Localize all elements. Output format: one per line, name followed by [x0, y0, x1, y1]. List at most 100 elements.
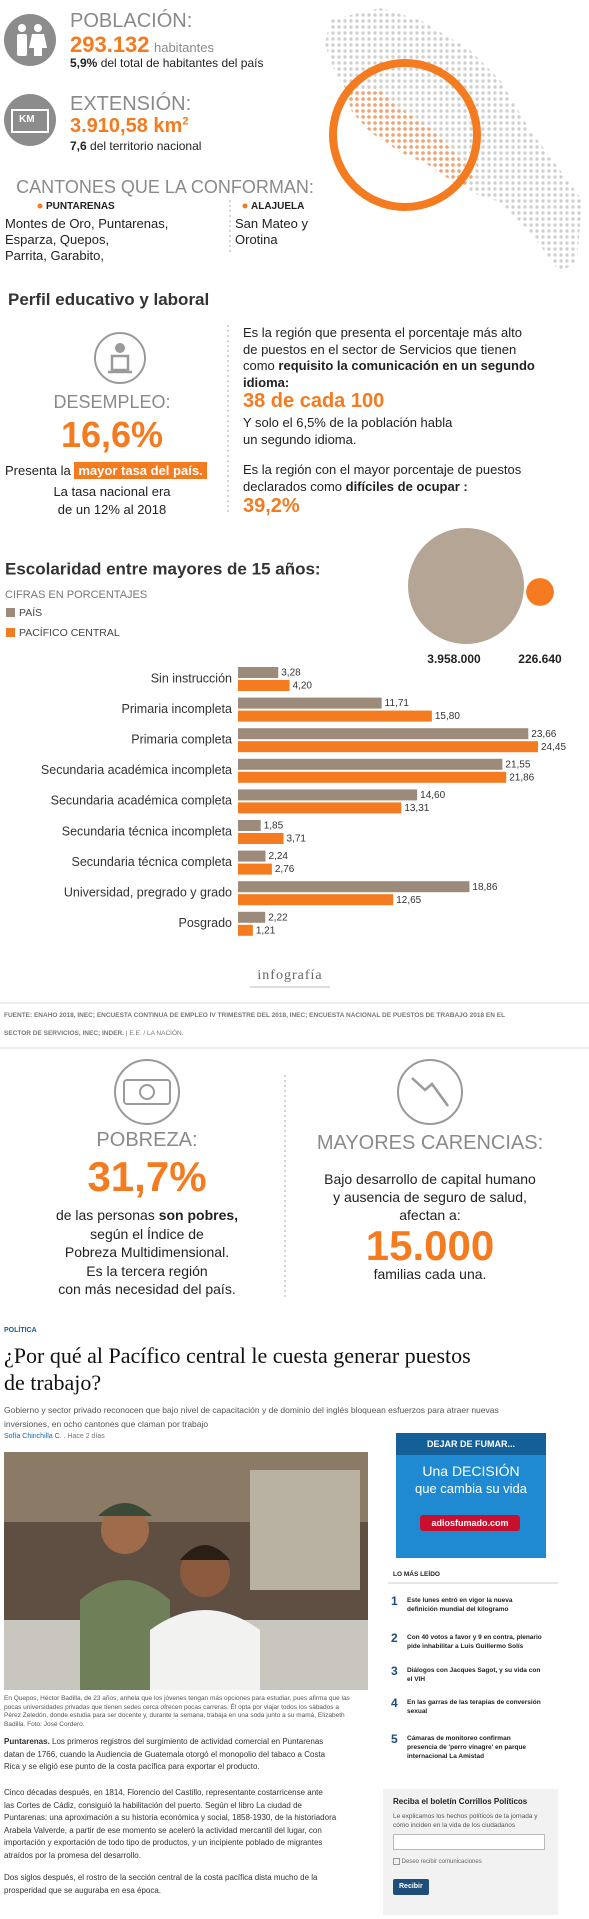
- headline-line[interactable]: definición mundial del kilogramo: [407, 1606, 509, 1613]
- value-label: 21,55: [505, 759, 530, 770]
- headline-line[interactable]: sexual: [407, 1708, 428, 1715]
- line: de las personas son pobres,: [56, 1206, 238, 1225]
- bubble: [526, 578, 554, 606]
- line: Montes de Oro, Puntarenas,: [5, 216, 169, 231]
- share: 5,9%: [70, 56, 98, 70]
- line: declarados como difíciles de ocupar :: [243, 478, 521, 495]
- article-photo: [4, 1452, 368, 1690]
- value-label: 15,80: [435, 711, 460, 722]
- line: ¿Por qué al Pacífico central le cuesta g…: [4, 1343, 471, 1368]
- category-label: Secundaria técnica completa: [71, 855, 232, 869]
- label: POBLACIÓN:: [70, 10, 193, 32]
- checkbox[interactable]: [393, 1858, 400, 1865]
- category-label: Primaria incompleta: [122, 702, 233, 716]
- bubble: [408, 528, 524, 644]
- line: Puntarenas. Los primeros registros del s…: [4, 1736, 325, 1749]
- summary: Gobierno y sector privado reconocen que …: [4, 1403, 499, 1431]
- headline[interactable]: ¿Por qué al Pacífico central le cuesta g…: [4, 1342, 471, 1396]
- paragraph: Bajo desarrollo de capital humano y ause…: [324, 1170, 536, 1224]
- category-label: Secundaria académica completa: [51, 794, 232, 808]
- needs-icon: [397, 1059, 463, 1125]
- bullet: [242, 203, 248, 209]
- category-label: Secundaria académica incompleta: [41, 763, 232, 777]
- population-icon: [4, 14, 56, 66]
- line: San Mateo y: [235, 216, 308, 231]
- bar: [238, 789, 418, 801]
- headline-line[interactable]: Diálogos con Jacques Sagot, y su vida co…: [407, 1667, 541, 1674]
- email-input[interactable]: [393, 1834, 545, 1850]
- line: inversiones, en ocho cantones que claman…: [4, 1419, 209, 1429]
- line: En Quepos, Héctor Badilla, de 23 años, a…: [4, 1695, 350, 1702]
- headline-line[interactable]: pide inhabilitar a Luis Guillermo Solís: [407, 1643, 524, 1650]
- value-label: 4,20: [293, 681, 313, 692]
- bar: [238, 741, 538, 753]
- bar: [238, 820, 261, 831]
- text: como: [243, 358, 279, 373]
- line: como requisito la comunicación en un seg…: [243, 358, 535, 375]
- line: datan de 1766, cuando la Audiencia de Gu…: [4, 1749, 326, 1759]
- line: Pérez Zeledón, donde estudia para ser do…: [4, 1712, 345, 1719]
- line: Es la región que presenta el porcentaje …: [243, 325, 522, 340]
- subscribe-button[interactable]: Recibir: [393, 1879, 429, 1896]
- value: 16,6%: [60, 414, 164, 455]
- line: Le explicamos los hechos políticos de la…: [393, 1813, 538, 1820]
- extension-icon-frame: [11, 109, 49, 133]
- paragraph: Cinco décadas después, en 1814, Florenci…: [4, 1787, 336, 1862]
- section[interactable]: POLÍTICA: [4, 1327, 37, 1334]
- headline-line[interactable]: Este lunes entró en vigor la nueva: [407, 1597, 513, 1604]
- unemployment-icon-body: [108, 354, 132, 374]
- line: Rica y se eligió ese punto de la costa p…: [4, 1762, 260, 1771]
- line: cómo inciden en la vida de los ciudadano…: [393, 1822, 516, 1829]
- province-lines: San Mateo y Orotina: [235, 216, 308, 248]
- value-label: 2,22: [268, 912, 288, 923]
- ad-url[interactable]: adiosfumado.com: [431, 1518, 509, 1528]
- paragraph: Puntarenas. Los primeros registros del s…: [4, 1736, 325, 1774]
- value: 293.132: [70, 32, 150, 57]
- headline-line[interactable]: En las garras de las terapias de convers…: [407, 1699, 541, 1706]
- bold: difíciles de ocupar :: [345, 479, 468, 494]
- rank: 5: [391, 1732, 398, 1746]
- label: DESEMPLEO:: [53, 392, 171, 412]
- value-label: 18,86: [472, 882, 497, 893]
- line: un segundo idioma.: [243, 432, 357, 447]
- brand: infografía: [257, 968, 323, 983]
- ad-url-box: [420, 1515, 520, 1531]
- line: pocas universidades privadas que tienen …: [4, 1703, 339, 1711]
- value: 3.910,58 km: [70, 115, 183, 137]
- bar: [238, 863, 272, 875]
- line: prosperidad que se auguraba en esa época…: [4, 1885, 162, 1895]
- unit: habitantes: [153, 40, 214, 55]
- unemployment-icon: [94, 332, 146, 384]
- paragraph: de las personas son pobres, según el Índ…: [56, 1206, 238, 1299]
- bold: requisito la comunicación en un segundo: [278, 358, 535, 373]
- headline-line[interactable]: internacional La Amistad: [407, 1753, 485, 1760]
- line: Es la región con el mayor porcentaje de …: [243, 462, 522, 477]
- value-label: 14,60: [420, 790, 445, 801]
- line: Presenta la mayor tasa del país.: [5, 462, 207, 479]
- credit: | E.E. / LA NACIÓN.: [125, 1030, 184, 1037]
- chart-subtitle: CIFRAS EN PORCENTAJES: [5, 589, 147, 601]
- newsletter-title: Reciba el boletín Corrillos Políticos: [393, 1797, 528, 1806]
- headline-line[interactable]: Con 40 votos a favor y 9 en contra, plen…: [407, 1634, 542, 1641]
- value-label: 1,85: [264, 821, 284, 832]
- extension: 3.910,58 km2: [70, 115, 188, 138]
- highlight: mayor tasa del país.: [74, 462, 207, 479]
- bar: [238, 710, 432, 722]
- time: Hace 2 días: [67, 1433, 105, 1440]
- category-label: Primaria completa: [131, 732, 232, 746]
- category-label: Universidad, pregrado y grado: [64, 885, 232, 899]
- paragraph: Es la región con el mayor porcentaje de …: [243, 461, 521, 495]
- headline-line[interactable]: presencia de 'perro vinagre' en parque: [407, 1744, 527, 1751]
- line: Orotina: [235, 232, 278, 247]
- line: Cinco décadas después, en 1814, Florenci…: [4, 1788, 323, 1797]
- line: afectan a:: [399, 1207, 461, 1223]
- consent[interactable]: Deseo recibir comunicaciones: [393, 1858, 482, 1866]
- bar: [238, 833, 284, 844]
- rank: 2: [391, 1631, 398, 1645]
- headline-line[interactable]: el VIH: [407, 1676, 426, 1683]
- author[interactable]: Sofía Chinchilla C.: [4, 1433, 62, 1440]
- headline-line[interactable]: Cámaras de monitoreo confirman: [407, 1735, 511, 1742]
- text: Presenta la: [5, 463, 75, 478]
